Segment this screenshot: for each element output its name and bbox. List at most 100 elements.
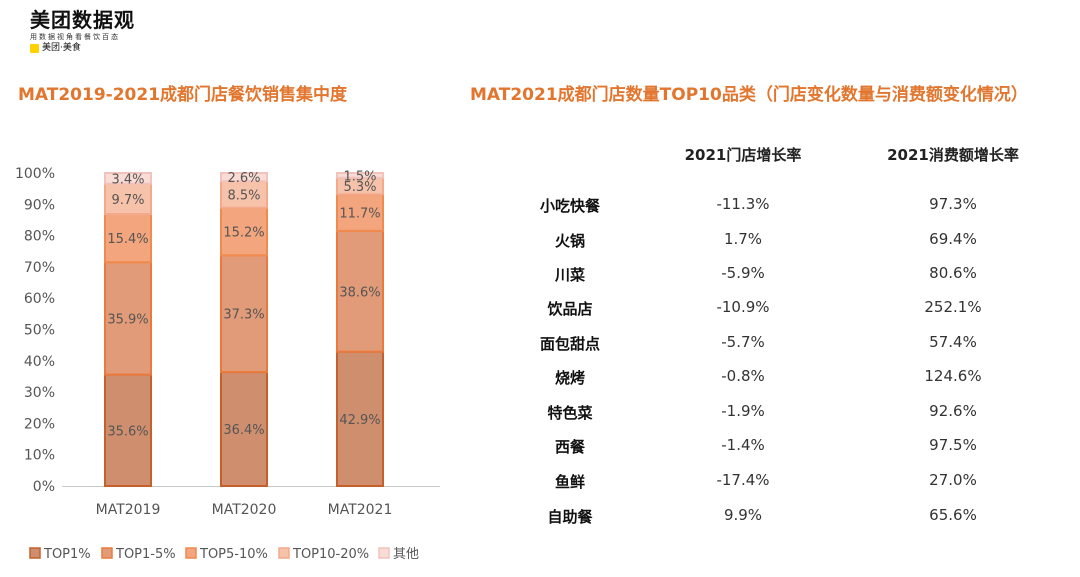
table-row: 小吃快餐 -11.3% 97.3% [500, 195, 1070, 227]
bar-segment [220, 254, 268, 374]
table-title: MAT2021成都门店数量TOP10品类（门店变化数量与消费额变化情况） [470, 85, 1028, 105]
table-row: 自助餐 9.9% 65.6% [500, 506, 1070, 538]
row-spend-growth: 97.5% [929, 436, 977, 454]
data-label: 3.4% [111, 172, 144, 187]
row-category: 特色菜 [547, 404, 593, 422]
table-row: 面包甜点 -5.7% 57.4% [500, 333, 1070, 365]
row-store-growth: -0.8% [721, 367, 765, 385]
table-row: 烧烤 -0.8% 124.6% [500, 367, 1070, 399]
data-label: 42.9% [339, 413, 380, 428]
row-category: 烧烤 [554, 369, 585, 387]
data-label: 15.4% [107, 232, 148, 247]
bar-segment [220, 371, 268, 487]
row-store-growth: -1.9% [721, 402, 765, 420]
data-label: 38.6% [339, 285, 380, 300]
row-category: 自助餐 [547, 508, 593, 526]
bar-segment [104, 261, 152, 376]
legend-swatch [29, 547, 41, 559]
data-label: 36.4% [223, 423, 264, 438]
legend-label: TOP5-10% [199, 547, 268, 562]
logo-brand-text: 美团·美食 [42, 43, 81, 53]
data-label: 35.6% [107, 424, 148, 439]
row-spend-growth: 252.1% [924, 298, 982, 316]
table-row: 饮品店 -10.9% 252.1% [500, 298, 1070, 330]
data-label: 9.7% [111, 193, 144, 208]
bar-segment [336, 172, 384, 179]
legend-label: TOP1% [43, 547, 91, 562]
y-tick-label: 70% [24, 260, 55, 276]
row-category: 面包甜点 [539, 335, 600, 353]
data-label: 35.9% [107, 312, 148, 327]
legend-label: TOP1-5% [115, 547, 176, 562]
logo-brand: 美团·美食 [30, 42, 160, 54]
row-category: 川菜 [554, 266, 585, 284]
row-store-growth: 9.9% [723, 506, 763, 524]
bar-segment [220, 206, 268, 257]
x-tick-label: MAT2019 [96, 502, 161, 518]
legend-swatch [185, 547, 197, 559]
row-spend-growth: 92.6% [929, 402, 977, 420]
row-spend-growth: 80.6% [929, 264, 977, 282]
table-row: 特色菜 -1.9% 92.6% [500, 402, 1070, 434]
data-label: 5.3% [343, 180, 376, 195]
legend-swatch [378, 547, 390, 559]
row-store-growth: 1.7% [723, 230, 763, 248]
bar-segment [104, 172, 152, 185]
bar-segment [104, 182, 152, 216]
stacked-bar-chart: 0% 10% 20% 30% 40% 50% 60% 70% 80% 90% 100% 35.6% 35… [15, 166, 440, 562]
legend-label: TOP10-20% [292, 547, 369, 562]
y-tick-label: 10% [24, 448, 55, 464]
row-category: 火锅 [554, 232, 585, 250]
table-row: 西餐 -1.4% 97.5% [500, 436, 1070, 468]
y-tick-label: 60% [24, 291, 55, 307]
row-store-growth: -17.4% [716, 471, 770, 489]
y-tick-label: 50% [24, 323, 55, 339]
y-tick-label: 100% [15, 166, 55, 182]
header-spend-growth: 2021消费额增长率 [887, 146, 1019, 164]
row-category: 鱼鲜 [554, 473, 585, 491]
row-category: 西餐 [554, 438, 585, 456]
row-spend-growth: 124.6% [924, 367, 982, 385]
header-store-growth: 2021门店增长率 [684, 146, 802, 164]
data-label: 11.7% [339, 207, 380, 222]
row-spend-growth: 69.4% [929, 230, 977, 248]
bar-segment [220, 172, 268, 183]
data-label: 15.2% [223, 226, 264, 241]
x-tick-label: MAT2020 [212, 502, 277, 518]
table-row: 川菜 -5.9% 80.6% [500, 264, 1070, 296]
table-row: 火锅 1.7% 69.4% [500, 230, 1070, 262]
chart-title: MAT2019-2021成都门店餐饮销售集中度 [18, 85, 348, 105]
row-spend-growth: 97.3% [929, 195, 977, 213]
legend-swatch [278, 547, 290, 559]
bar-segment [104, 373, 152, 488]
x-tick-label: MAT2021 [328, 502, 393, 518]
data-label: 8.5% [227, 188, 260, 203]
bar-segment [336, 193, 384, 232]
table-row: 鱼鲜 -17.4% 27.0% [500, 471, 1070, 503]
y-tick-label: 80% [24, 229, 55, 245]
row-store-growth: -10.9% [716, 298, 770, 316]
data-label: 1.5% [343, 169, 376, 184]
logo-title: 美团数据观 [30, 8, 135, 32]
row-store-growth: -11.3% [716, 195, 770, 213]
legend-label: 其他 [393, 547, 419, 562]
bar-segment [336, 350, 384, 487]
row-category: 饮品店 [547, 300, 593, 318]
legend-swatch [101, 547, 113, 559]
bar-segment [220, 180, 268, 209]
logo-subtitle: 用数据视角看餐饮百态 [30, 33, 120, 41]
y-tick-label: 30% [24, 385, 55, 401]
meituan-logo: 美团数据观 用数据视角看餐饮百态 美团·美食 [30, 8, 160, 54]
row-spend-growth: 65.6% [929, 506, 977, 524]
row-category: 小吃快餐 [539, 197, 600, 215]
row-store-growth: -5.7% [721, 333, 765, 351]
y-tick-label: 40% [24, 354, 55, 370]
row-store-growth: -5.9% [721, 264, 765, 282]
bar-segment [336, 229, 384, 353]
row-spend-growth: 57.4% [929, 333, 977, 351]
meituan-mark-icon [30, 43, 39, 53]
y-tick-label: 0% [33, 479, 55, 495]
data-label: 2.6% [227, 171, 260, 186]
row-spend-growth: 27.0% [929, 471, 977, 489]
row-store-growth: -1.4% [721, 436, 765, 454]
